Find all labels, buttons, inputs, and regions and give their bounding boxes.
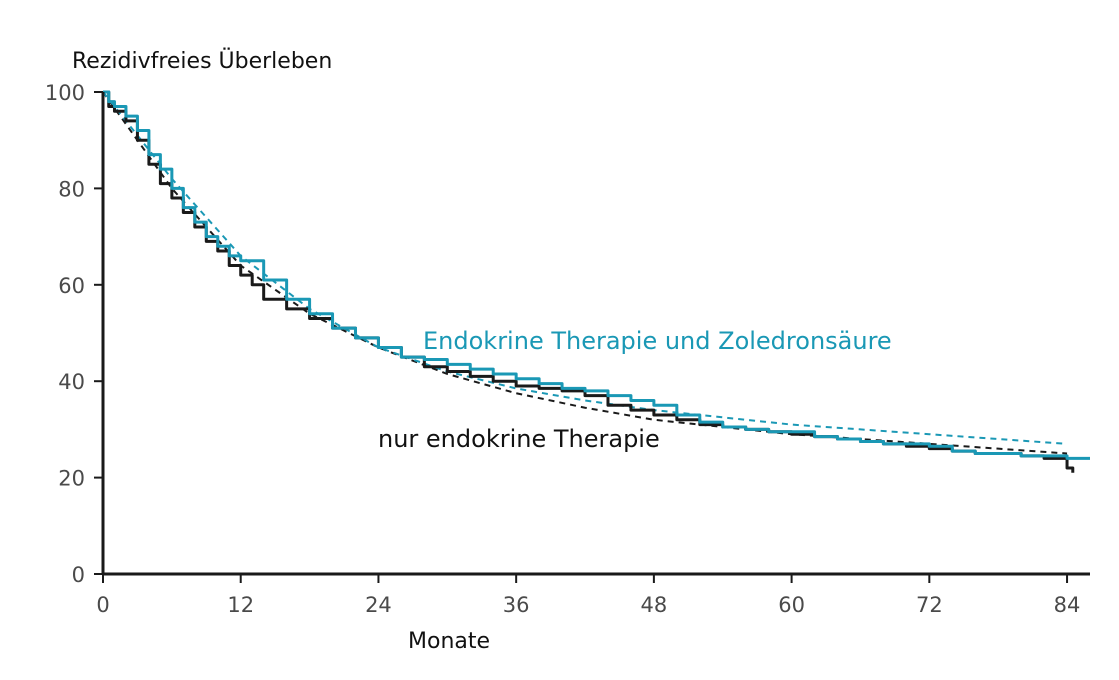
x-axis-title: Monate [408, 629, 490, 654]
x-tick-label: 48 [641, 593, 668, 617]
y-tick-label: 80 [58, 177, 85, 201]
y-tick-label: 100 [45, 81, 85, 105]
series-layer [102, 90, 1090, 473]
series-label-endocrine-only: nur endokrine Therapie [378, 425, 660, 453]
series-label-zoledronic: Endokrine Therapie und Zoledronsäure [423, 327, 892, 355]
x-tick-label: 0 [96, 593, 109, 617]
y-tick-label: 40 [58, 370, 85, 394]
x-tick-label: 72 [916, 593, 943, 617]
axes-layer [101, 92, 1090, 576]
x-tick-label: 60 [778, 593, 805, 617]
x-tick-label: 12 [227, 593, 254, 617]
x-tick-label: 24 [365, 593, 392, 617]
y-tick-label: 20 [58, 467, 85, 491]
teal-survival-step-line [103, 90, 1090, 460]
y-tick-label: 0 [72, 563, 85, 587]
y-axis-title: Rezidivfreies Überleben [72, 48, 332, 74]
x-tick-label: 84 [1054, 593, 1081, 617]
x-tick-label: 36 [503, 593, 530, 617]
black-survival-step-line [103, 90, 1075, 473]
y-tick-label: 60 [58, 274, 85, 298]
ticks-layer: 0 12 24 36 48 60 72 84 0 20 40 60 80 100 [45, 81, 1081, 617]
black-trend-dashed-line [102, 91, 1068, 455]
